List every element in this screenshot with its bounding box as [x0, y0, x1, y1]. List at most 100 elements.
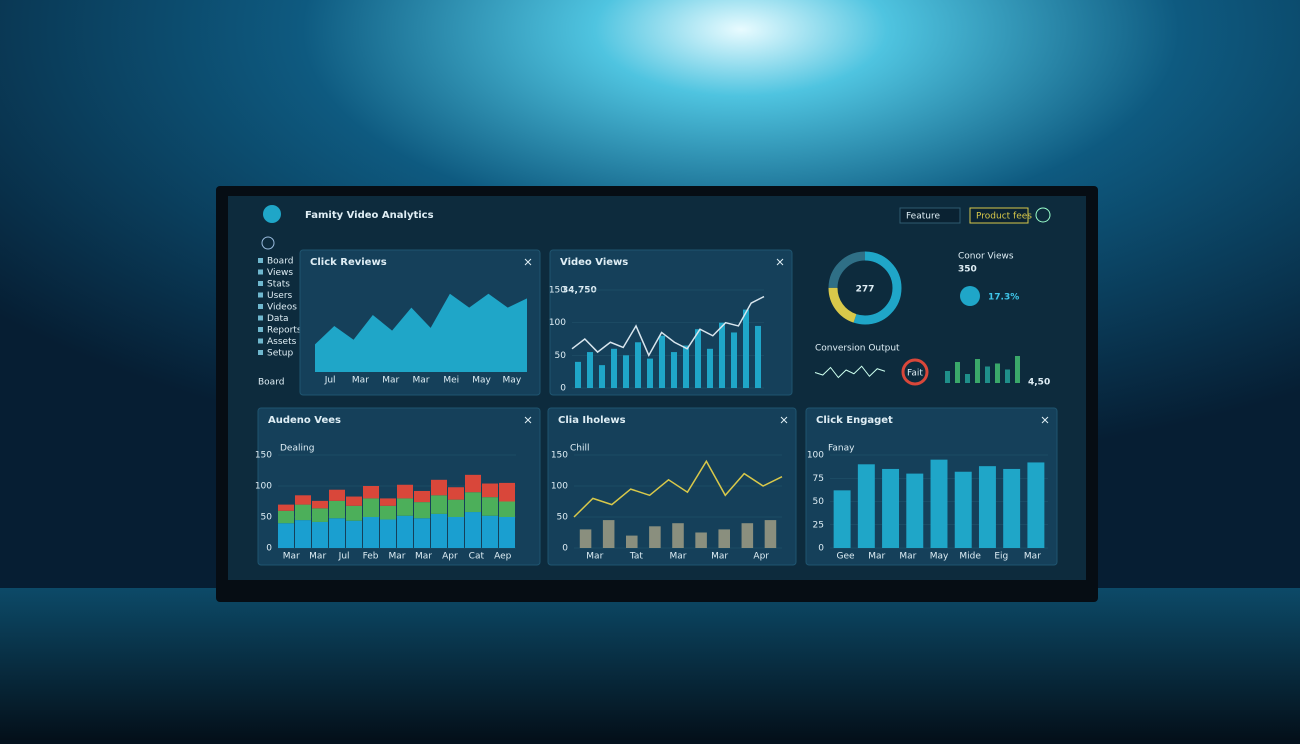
bar: [575, 361, 581, 388]
bar: [672, 523, 684, 548]
x-tick-label: Jul: [324, 376, 336, 386]
stack-segment: [278, 504, 294, 511]
y-tick-label: 50: [813, 497, 825, 507]
stack-segment: [499, 517, 515, 548]
bar: [683, 345, 689, 388]
stack-segment: [397, 498, 413, 516]
stack-segment: [329, 500, 345, 519]
bar: [1003, 468, 1021, 548]
bar: [755, 325, 761, 388]
y-tick-label: 50: [555, 351, 567, 361]
bar: [659, 335, 665, 388]
button[interactable]: [969, 207, 1029, 224]
nav-icon: [258, 327, 263, 332]
x-tick-label: Aep: [494, 552, 512, 562]
y-tick-label: 25: [813, 520, 824, 530]
stat-label: Conor Views: [958, 252, 1014, 262]
dropdown-label[interactable]: Feature: [906, 212, 940, 222]
x-tick-label: Mar: [352, 376, 369, 386]
line: [571, 295, 765, 358]
x-tick-label: Mar: [283, 552, 300, 562]
stack-segment: [295, 504, 311, 521]
stack-segment: [431, 495, 447, 514]
panel-title: Video Views: [560, 257, 628, 268]
stack-segment: [363, 498, 379, 517]
area: [315, 293, 527, 372]
nav-icon: [258, 304, 263, 309]
stack-segment: [278, 523, 294, 548]
bar: [718, 529, 730, 548]
x-tick-label: Mar: [389, 552, 406, 562]
logo: [263, 205, 281, 223]
x-tick-label: Jul: [338, 552, 350, 562]
nav-item: Data: [267, 314, 289, 324]
conversion-label: Conversion Output: [815, 344, 900, 354]
bar: [719, 322, 725, 388]
stack-segment: [414, 502, 430, 519]
gauge-label: Fait: [907, 369, 923, 379]
stack-segment: [363, 486, 379, 499]
stack-segment: [499, 501, 515, 517]
bar: [882, 468, 900, 548]
dashboard: BoardViewsStatsUsersVideosDataReportsAss…: [255, 249, 1058, 566]
candle: [945, 371, 950, 383]
bar: [623, 355, 629, 388]
close-icon: [524, 258, 532, 266]
x-tick-label: May: [503, 376, 522, 386]
stat-icon: [960, 286, 980, 306]
stack-segment: [329, 518, 345, 548]
stack-segment: [312, 521, 328, 548]
dropdown[interactable]: [899, 207, 961, 224]
stack-segment: [448, 499, 464, 517]
x-tick-label: Mei: [443, 376, 459, 386]
sidebar-icon[interactable]: [261, 236, 275, 250]
x-tick-label: Gee: [837, 552, 856, 562]
floor: [0, 588, 1300, 740]
stack-segment: [380, 505, 396, 520]
bar: [635, 342, 641, 388]
stack-segment: [431, 479, 447, 496]
nav-icon: [258, 350, 263, 355]
bar: [857, 464, 875, 548]
x-tick-label: Eig: [994, 552, 1008, 562]
x-tick-label: Cat: [469, 552, 485, 562]
stack-segment: [346, 520, 362, 548]
stack-segment: [295, 520, 311, 548]
check-icon[interactable]: [1035, 207, 1051, 223]
stack-segment: [431, 513, 447, 548]
gauge: [901, 358, 929, 386]
bar: [833, 490, 851, 548]
nav-item: Setup: [267, 349, 293, 359]
y-tick-label: 0: [818, 544, 824, 554]
nav-icon: [258, 315, 263, 321]
nav-item: Reports: [267, 326, 302, 336]
panel-title: Click Engaget: [816, 415, 893, 426]
button-label[interactable]: Product fees: [976, 212, 1032, 222]
x-tick-label: Mar: [413, 376, 430, 386]
stack-segment: [278, 510, 294, 524]
bar: [602, 520, 615, 548]
stack-segment: [346, 505, 362, 521]
sparkline: [814, 365, 886, 379]
y-tick-label: 50: [261, 513, 273, 523]
bar: [695, 329, 701, 388]
y-tick-label: 0: [562, 544, 568, 554]
bar: [930, 459, 948, 548]
bar: [649, 526, 661, 548]
candle: [965, 374, 970, 383]
stack-segment: [329, 489, 345, 501]
stack-segment: [312, 508, 328, 522]
x-tick-label: Mar: [382, 376, 399, 386]
panel-title: Audeno Vees: [268, 415, 341, 426]
nav-item: Board: [267, 257, 293, 267]
bar: [743, 309, 749, 388]
panel-subtitle: Dealing: [280, 444, 314, 454]
y-tick-label: 150: [551, 451, 568, 461]
x-tick-label: Mar: [899, 552, 916, 562]
panel-title: Click Reviews: [310, 257, 387, 268]
y-tick-label: 50: [557, 513, 569, 523]
y-tick-label: 100: [551, 482, 568, 492]
stack-segment: [499, 482, 515, 502]
bar: [1027, 462, 1045, 548]
bar: [695, 532, 707, 548]
